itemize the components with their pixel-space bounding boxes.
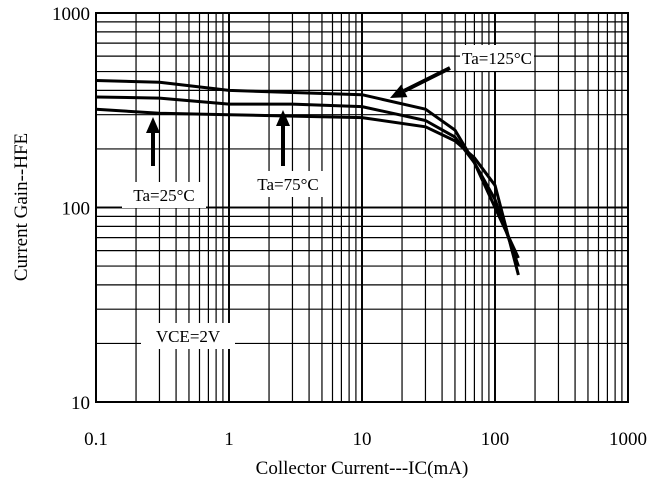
y-axis-title: Current Gain--HFE — [11, 133, 32, 281]
annotation-label-vce-box — [141, 323, 235, 349]
series-line-0 — [95, 79, 520, 259]
series-line-2 — [95, 107, 520, 276]
x-tick-label: 1000 — [609, 429, 647, 450]
annotation-label-75c: Ta=75°C — [257, 175, 318, 194]
annotation-label-75c-box — [246, 171, 330, 197]
annotation-arrow-25c-head — [146, 117, 160, 133]
y-tick-label: 1000 — [52, 4, 90, 25]
series-lines — [95, 79, 520, 276]
y-tick-label: 10 — [71, 393, 90, 414]
x-axis-title: Collector Current---IC(mA) — [256, 458, 469, 479]
annotation-label-125c: Ta=125°C — [462, 49, 532, 68]
plot-frame — [95, 12, 629, 403]
annotation-arrow-125c-shaft — [403, 66, 451, 93]
annotations: Ta=125°C Ta=75°C Ta=25°C VCE=2V — [122, 45, 534, 349]
y-tick-label: 100 — [62, 199, 91, 220]
annotation-arrow-75c-head — [276, 110, 290, 126]
x-tick-label: 10 — [353, 429, 372, 450]
annotation-label-25c: Ta=25°C — [133, 186, 194, 205]
x-tick-label: 100 — [481, 429, 510, 450]
annotation-label-25c-box — [122, 182, 206, 208]
annotation-label-vce: VCE=2V — [156, 327, 221, 346]
annotation-arrow-125c-head — [390, 84, 408, 98]
series-line-1 — [95, 95, 520, 267]
x-tick-label: 0.1 — [84, 429, 108, 450]
tick-labels: 0.1 1 10 100 1000 10 100 1000 — [52, 4, 647, 450]
annotation-label-125c-box — [460, 45, 534, 71]
x-tick-label: 1 — [224, 429, 234, 450]
